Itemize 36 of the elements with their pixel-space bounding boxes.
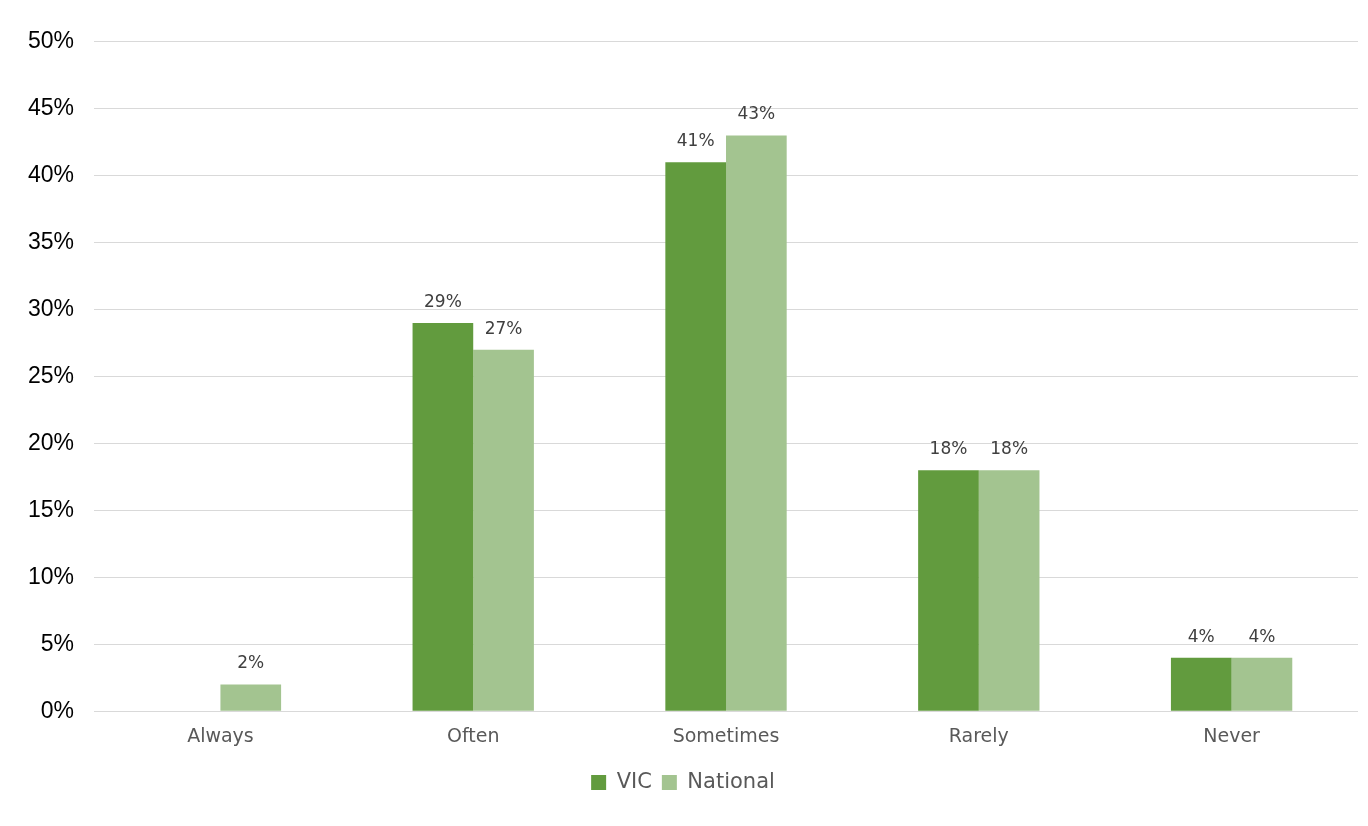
y-tick-label: 30% (27, 294, 75, 321)
bar (918, 470, 979, 711)
x-tick-label: Never (1203, 723, 1261, 746)
x-tick-label: Often (446, 723, 500, 746)
x-tick-label: Always (187, 723, 254, 746)
data-label: 29% (423, 290, 462, 311)
data-label: 41% (676, 130, 715, 151)
y-tick-label: 20% (27, 428, 75, 455)
bar (978, 470, 1040, 711)
y-tick-label: 15% (27, 495, 75, 522)
data-label: 43% (737, 103, 776, 124)
data-label: 18% (990, 438, 1029, 459)
bar (220, 684, 282, 711)
y-tick-label: 35% (27, 227, 75, 254)
x-tick-label: Sometimes (672, 723, 780, 746)
legend-label: National (687, 768, 775, 793)
y-tick-label: 45% (27, 94, 75, 121)
y-tick-label: 5% (40, 629, 75, 656)
bar (1170, 657, 1232, 711)
data-label: 27% (484, 317, 523, 338)
bar (412, 322, 474, 711)
y-tick-label: 40% (27, 161, 75, 188)
data-label: 2% (237, 652, 265, 673)
bar (665, 162, 727, 711)
y-tick-label: 0% (40, 696, 75, 723)
data-label: 18% (929, 438, 968, 459)
data-label: 4% (1248, 625, 1276, 646)
bar (1231, 657, 1293, 711)
y-tick-label: 10% (27, 562, 75, 589)
y-tick-label: 25% (27, 361, 75, 388)
bar (726, 135, 787, 711)
data-label: 4% (1187, 625, 1215, 646)
legend-label: VIC (616, 768, 652, 793)
bar (473, 349, 534, 711)
y-tick-label: 50% (27, 27, 75, 54)
x-tick-label: Rarely (948, 723, 1009, 746)
